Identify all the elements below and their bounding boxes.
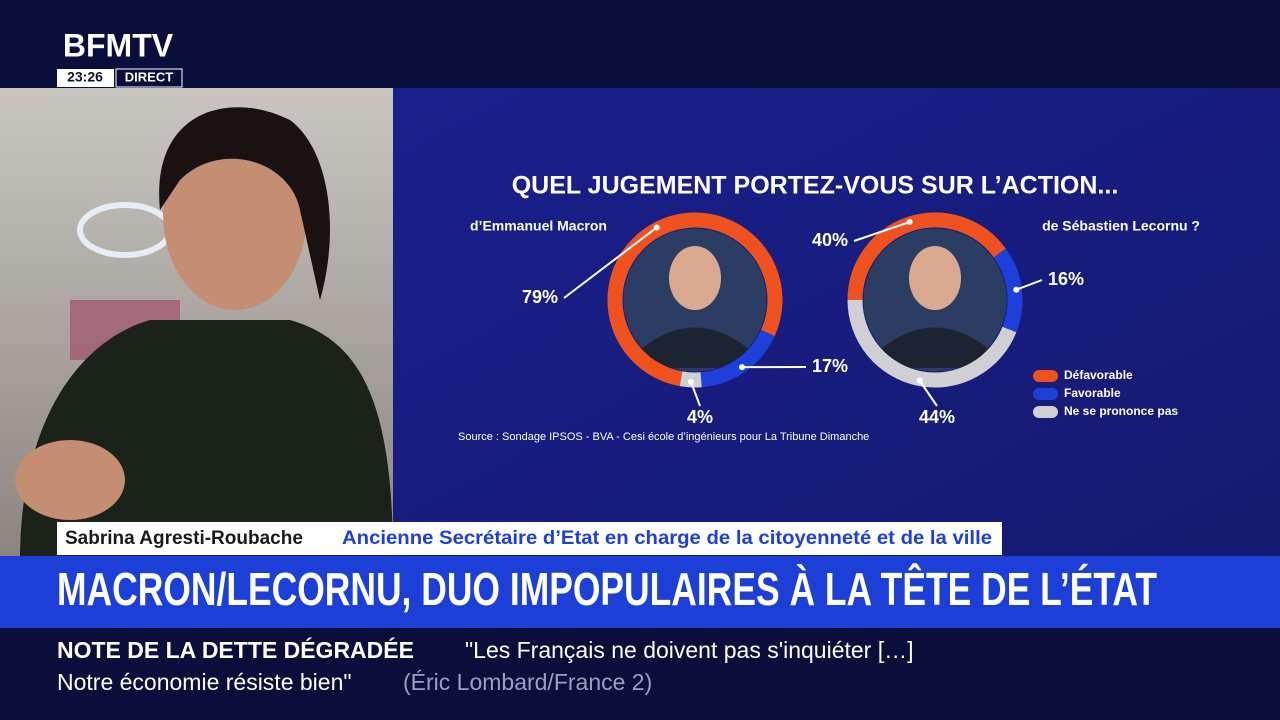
label-dot bbox=[653, 224, 660, 231]
live-box bbox=[115, 68, 183, 88]
data-label: 16% bbox=[1048, 269, 1084, 289]
label-leader bbox=[918, 379, 938, 407]
chart-panel bbox=[393, 88, 1280, 558]
label-leader bbox=[690, 381, 701, 407]
legend-swatch bbox=[1033, 406, 1058, 418]
ticker-attribution: (Éric Lombard/France 2) bbox=[403, 669, 652, 695]
legend-label: Défavorable bbox=[1064, 368, 1133, 382]
data-label: 4% bbox=[687, 407, 713, 427]
label-dot bbox=[1013, 286, 1020, 293]
chart-subtitle: de Sébastien Lecornu ? bbox=[1042, 218, 1200, 234]
ticker-band bbox=[0, 628, 1280, 720]
headline: MACRON/LECORNU, DUO IMPOPULAIRES À LA TÊ… bbox=[57, 563, 1157, 615]
label-dot bbox=[687, 378, 694, 385]
source: Source : Sondage IPSOS - BVA - Cesi écol… bbox=[458, 431, 869, 443]
data-label: 40% bbox=[812, 230, 848, 250]
label-dot bbox=[739, 364, 746, 371]
data-label: 79% bbox=[522, 287, 558, 307]
time: 23:26 bbox=[67, 69, 103, 85]
label-dot bbox=[916, 377, 923, 384]
label-dot bbox=[906, 219, 913, 226]
portrait-face bbox=[669, 246, 721, 310]
label-leader bbox=[853, 221, 910, 242]
legend-swatch bbox=[1033, 370, 1058, 382]
time-box bbox=[57, 69, 114, 87]
chart-subtitle: d’Emmanuel Macron bbox=[470, 218, 607, 234]
ticker-quote: Notre économie résiste bien" bbox=[57, 669, 352, 695]
portrait-suit bbox=[880, 327, 990, 368]
data-label: 44% bbox=[919, 407, 955, 427]
ticker-quote: "Les Français ne doivent pas s'inquiéter… bbox=[465, 637, 914, 663]
logo: BFMTV bbox=[63, 27, 174, 63]
live: DIRECT bbox=[125, 69, 173, 84]
headline-band bbox=[0, 556, 1280, 628]
video-feed bbox=[0, 88, 393, 560]
legend-swatch bbox=[1033, 388, 1058, 400]
label-leader bbox=[1015, 279, 1043, 291]
chart-title: QUEL JUGEMENT PORTEZ-VOUS SUR L’ACTION..… bbox=[512, 172, 1119, 200]
guest-bar bbox=[57, 522, 1002, 555]
legend-label: Favorable bbox=[1064, 386, 1121, 400]
legend-label: Ne se prononce pas bbox=[1064, 404, 1178, 418]
guest-name: Sabrina Agresti-Roubache bbox=[65, 528, 303, 549]
ticker-topic: NOTE DE LA DETTE DÉGRADÉE bbox=[57, 636, 414, 663]
label-leader bbox=[563, 226, 658, 299]
portrait-suit bbox=[640, 327, 750, 368]
guest-role: Ancienne Secrétaire d’Etat en charge de … bbox=[342, 528, 992, 549]
portrait-face bbox=[909, 246, 961, 310]
data-label: 17% bbox=[812, 356, 848, 376]
channel-logo: BFMTV 23:26 DIRECT bbox=[57, 27, 183, 88]
